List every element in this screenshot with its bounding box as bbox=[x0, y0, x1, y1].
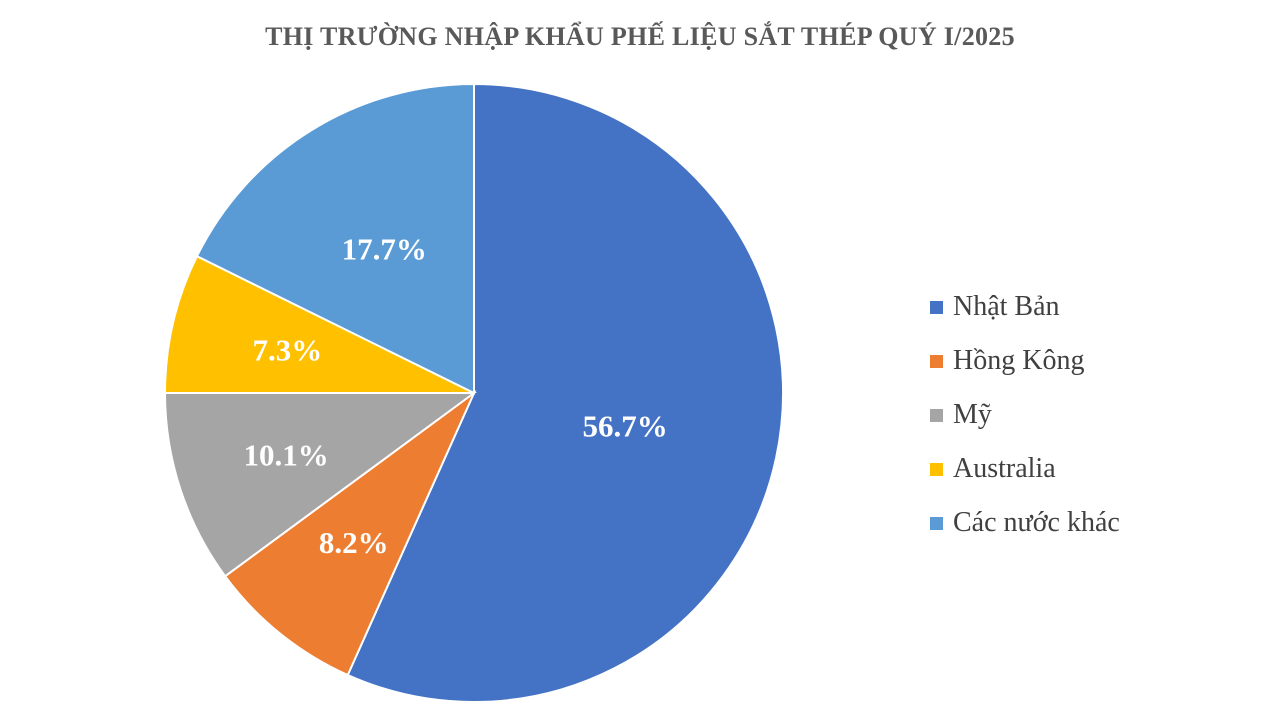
data-label-1: 8.2% bbox=[319, 525, 389, 560]
chart-title: THỊ TRƯỜNG NHẬP KHẨU PHẾ LIỆU SẮT THÉP Q… bbox=[265, 22, 1015, 51]
legend-label: Các nước khác bbox=[953, 507, 1120, 538]
data-label-3: 7.3% bbox=[253, 332, 323, 367]
legend-swatch bbox=[930, 354, 943, 368]
pie-slices bbox=[163, 82, 784, 703]
legend-swatch bbox=[930, 462, 943, 476]
pie-slice-2 bbox=[163, 392, 478, 578]
data-label-4: 17.7% bbox=[342, 232, 427, 267]
legend-item: Hồng Kông bbox=[930, 334, 1120, 388]
legend-swatch bbox=[930, 408, 943, 422]
legend-item: Các nước khác bbox=[930, 496, 1120, 550]
legend-label: Mỹ bbox=[953, 399, 992, 430]
legend: Nhật Bản Hồng Kông Mỹ Australia Các nước khá… bbox=[930, 280, 1120, 550]
legend-swatch bbox=[930, 516, 943, 530]
legend-label: Hồng Kông bbox=[953, 345, 1085, 376]
pie-slice-1 bbox=[223, 389, 477, 677]
legend-item: Mỹ bbox=[930, 388, 1120, 442]
legend-label: Australia bbox=[953, 453, 1056, 484]
pie-slice-0 bbox=[346, 82, 784, 703]
data-label-0: 56.7% bbox=[582, 408, 667, 443]
legend-label: Nhật Bản bbox=[953, 291, 1060, 322]
data-label-2: 10.1% bbox=[243, 438, 328, 473]
legend-item: Nhật Bản bbox=[930, 280, 1120, 334]
pie-data-labels: 56.7% 8.2% 10.1% 7.3% 17.7% bbox=[243, 232, 667, 560]
legend-swatch bbox=[930, 300, 943, 314]
pie-slice-3 bbox=[163, 254, 475, 394]
legend-item: Australia bbox=[930, 442, 1120, 496]
pie-slice-4 bbox=[195, 82, 475, 395]
